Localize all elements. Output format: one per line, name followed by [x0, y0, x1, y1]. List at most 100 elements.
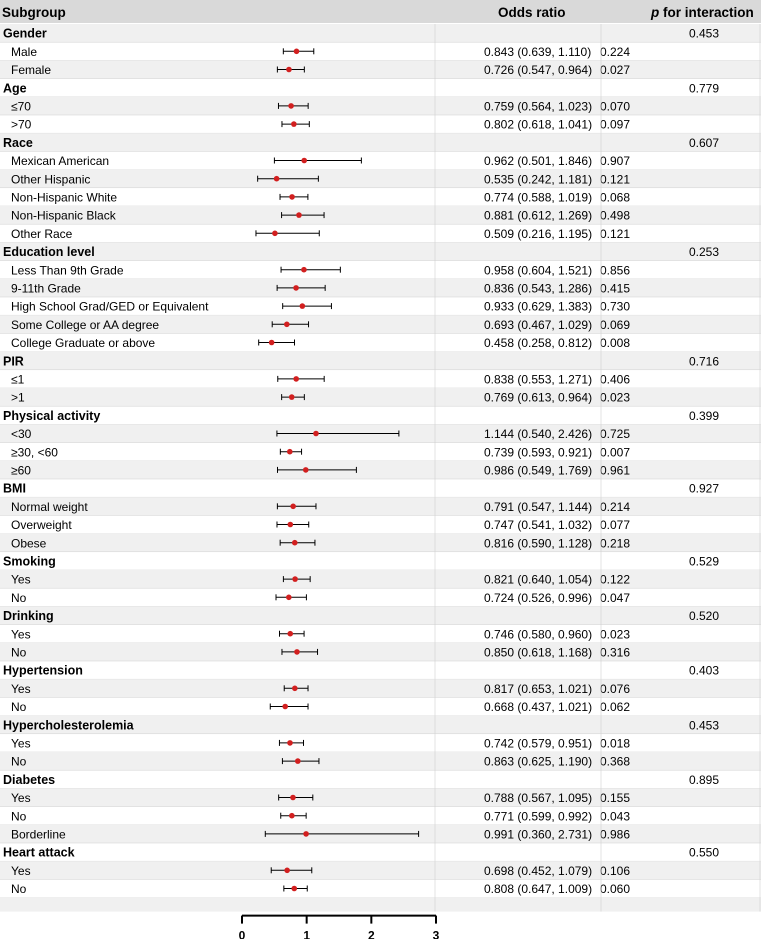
subgroup-label: No [11, 809, 27, 823]
or-ci-value: 0.791 (0.547, 1.144) [484, 500, 592, 514]
or-point [284, 321, 290, 328]
group-label: Race [3, 136, 33, 150]
or-point [268, 339, 275, 346]
p-value: 0.027 [600, 63, 630, 77]
or-point [291, 121, 297, 127]
or-ci-value: 0.802 (0.618, 1.041) [484, 118, 592, 132]
or-point [292, 576, 298, 582]
or-ci-value: 0.742 (0.579, 0.951) [484, 737, 592, 751]
p-value: 0.097 [600, 118, 630, 132]
p-value: 0.121 [600, 172, 630, 186]
row-band [0, 497, 761, 516]
p-interaction-value: 0.403 [689, 664, 719, 678]
p-value: 0.121 [600, 227, 630, 241]
row-band [0, 169, 761, 188]
subgroup-label: ≤1 [11, 373, 25, 387]
or-ci-value: 0.838 (0.553, 1.271) [484, 373, 592, 387]
row-band [0, 897, 761, 912]
subgroup-label: ≥30, <60 [11, 445, 58, 459]
or-ci-value: 0.759 (0.564, 1.023) [484, 100, 592, 114]
or-point [293, 48, 300, 55]
group-label: BMI [3, 482, 26, 496]
x-tick-label: 2 [368, 929, 375, 939]
subgroup-label: Normal weight [11, 500, 88, 514]
subgroup-label: Other Hispanic [11, 172, 90, 186]
p-value: 0.730 [600, 300, 630, 314]
subgroup-label: Female [11, 63, 51, 77]
row-band [0, 206, 761, 225]
row-band [0, 642, 761, 661]
group-label: Smoking [3, 555, 56, 569]
subgroup-label: Obese [11, 536, 47, 550]
row-band [0, 351, 761, 370]
or-point [287, 630, 294, 637]
subgroup-label: Other Race [11, 227, 73, 241]
p-value: 0.316 [600, 646, 630, 660]
p-interaction-value: 0.453 [689, 27, 719, 41]
or-point [287, 521, 294, 528]
or-point [296, 212, 302, 218]
p-value: 0.406 [600, 373, 630, 387]
or-point [286, 448, 293, 455]
p-interaction-value: 0.607 [689, 136, 719, 150]
p-interaction-value: 0.529 [689, 555, 719, 569]
p-value: 0.070 [600, 100, 630, 114]
p-interaction-value: 0.399 [689, 409, 719, 423]
p-value: 0.986 [600, 828, 630, 842]
p-interaction-value: 0.779 [689, 81, 719, 95]
or-ci-value: 0.962 (0.501, 1.846) [484, 154, 592, 168]
row-band [0, 533, 761, 552]
header-odds-ratio: Odds ratio [498, 5, 566, 20]
p-value: 0.224 [600, 45, 630, 59]
or-point [288, 103, 294, 109]
subgroup-label: Less Than 9th Grade [11, 263, 124, 277]
subgroup-label: Yes [11, 864, 31, 878]
or-point [282, 703, 288, 710]
or-ci-value: 0.850 (0.618, 1.168) [484, 646, 592, 660]
or-point [286, 594, 292, 601]
or-ci-value: 0.821 (0.640, 1.054) [484, 573, 592, 587]
or-ci-value: 0.458 (0.258, 0.812) [484, 336, 592, 350]
or-point [292, 685, 298, 692]
or-point [290, 794, 296, 801]
or-ci-value: 0.739 (0.593, 0.921) [484, 445, 592, 459]
or-point [303, 831, 309, 837]
or-ci-value: 0.788 (0.567, 1.095) [484, 791, 592, 805]
or-ci-value: 0.724 (0.526, 0.996) [484, 591, 592, 605]
subgroup-label: Borderline [11, 828, 66, 842]
or-point [286, 66, 292, 73]
p-value: 0.062 [600, 700, 630, 714]
p-interaction-value: 0.453 [689, 718, 719, 732]
or-point [289, 812, 295, 819]
or-point [293, 376, 299, 382]
or-ci-value: 0.726 (0.547, 0.964) [484, 63, 592, 77]
or-ci-value: 0.817 (0.653, 1.021) [484, 682, 592, 696]
x-tick-label: 0 [239, 929, 246, 939]
or-point [284, 867, 290, 874]
p-value: 0.155 [600, 791, 630, 805]
header-p-letter: p [650, 5, 659, 20]
or-point [273, 175, 280, 182]
p-value: 0.043 [600, 809, 630, 823]
or-point [288, 394, 295, 400]
or-ci-value: 0.933 (0.629, 1.383) [484, 300, 592, 314]
row-band [0, 96, 761, 115]
or-ci-value: 0.808 (0.647, 1.009) [484, 882, 592, 896]
p-value: 0.023 [600, 627, 630, 641]
subgroup-label: ≤70 [11, 100, 31, 114]
p-value: 0.961 [600, 464, 630, 478]
group-label: Hypertension [3, 664, 83, 678]
header-band [0, 0, 761, 23]
row-band [0, 24, 761, 43]
p-value: 0.498 [600, 209, 630, 223]
x-tick-label: 1 [303, 929, 310, 939]
or-point [313, 430, 319, 437]
or-point [291, 885, 298, 892]
row-band [0, 133, 761, 152]
subgroup-label: No [11, 755, 27, 769]
or-ci-value: 0.668 (0.437, 1.021) [484, 700, 592, 714]
p-value: 0.907 [600, 154, 630, 168]
p-value: 0.007 [600, 445, 630, 459]
or-point [290, 503, 296, 510]
